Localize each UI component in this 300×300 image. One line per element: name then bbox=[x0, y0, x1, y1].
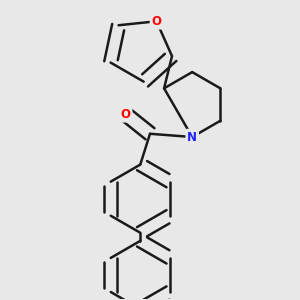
Text: N: N bbox=[187, 130, 197, 143]
Text: O: O bbox=[121, 108, 131, 121]
Text: O: O bbox=[152, 15, 161, 28]
